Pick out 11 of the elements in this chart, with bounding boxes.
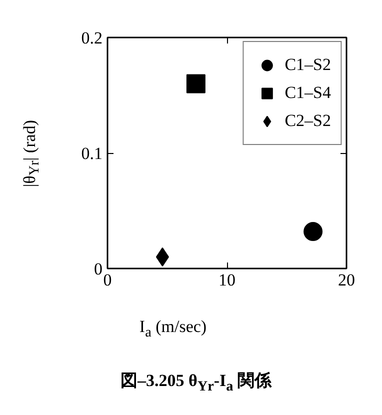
x-tick-label: 20 [338, 270, 355, 290]
y-tick-label: 0.1 [81, 144, 102, 163]
legend-label: C1–S2 [284, 55, 331, 75]
x-axis-title: I$_{a}$ (m/sec) [139, 316, 207, 342]
y-tick-label: 0.2 [81, 28, 102, 48]
legend-label: C2–S2 [284, 111, 331, 131]
point [186, 74, 206, 94]
text: 図–3.205 θ$_{Yr}$-I$_{a}$ 関係 [120, 371, 272, 394]
point [304, 222, 323, 242]
x-tick-label: 10 [218, 270, 236, 290]
legend-label: C1–S4 [284, 83, 331, 103]
